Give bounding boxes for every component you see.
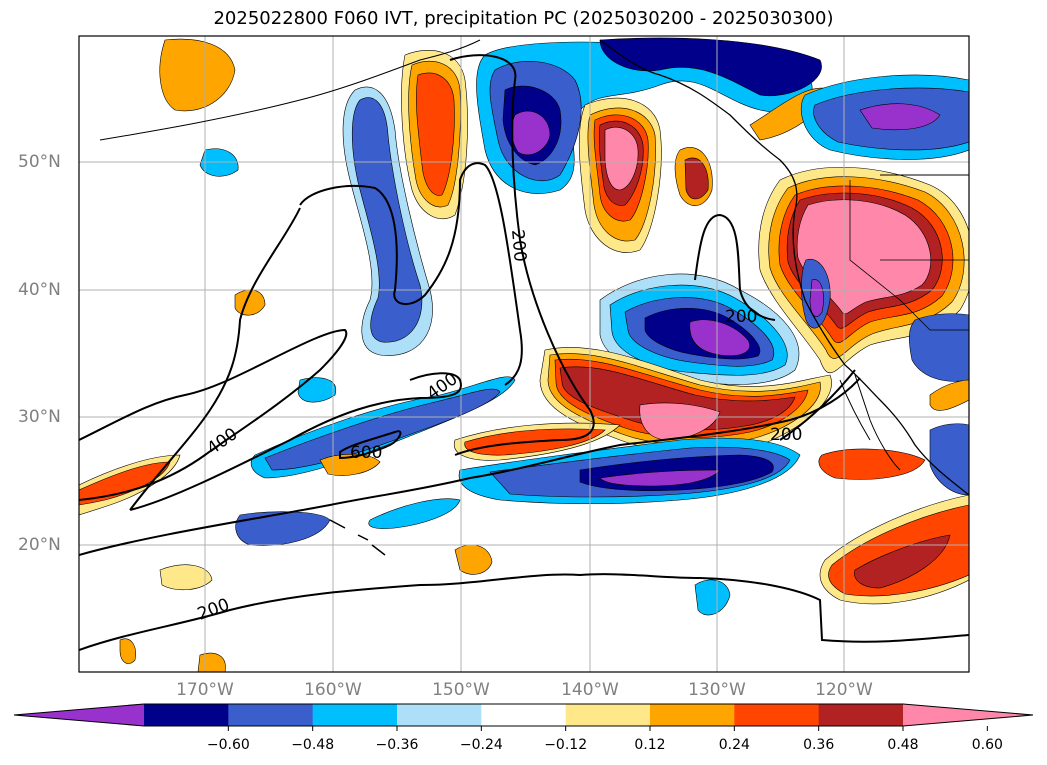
colorbar-tick-label: 0.48: [887, 737, 919, 753]
precip-shading: [79, 37, 969, 672]
colorbar-tick-label: 0.24: [718, 737, 750, 753]
colorbar-extend-low: [14, 704, 144, 726]
colorbar-segment: [565, 704, 651, 726]
lat-label: 40°N: [18, 280, 61, 300]
coastline-hawaii: [329, 519, 386, 556]
ivt-contour-400: [129, 207, 462, 511]
contour-label: 200: [725, 307, 757, 327]
colorbar-tick-label: −0.60: [206, 737, 250, 753]
contour-label: 200: [507, 229, 530, 263]
colorbar-tick-label: −0.24: [459, 737, 503, 753]
lon-label: 170°W: [176, 680, 234, 700]
lon-label: 120°W: [815, 680, 873, 700]
graticule: [79, 36, 969, 672]
lat-label: 20°N: [18, 535, 61, 555]
ivt-contours: [79, 54, 969, 651]
contour-label: 600: [350, 443, 382, 463]
colorbar-tick-label: −0.12: [544, 737, 588, 753]
ivt-contour-200-outer: [79, 377, 969, 651]
colorbar-segment: [734, 704, 820, 726]
lon-label: 150°W: [432, 680, 490, 700]
colorbar-extend-high: [903, 704, 1033, 726]
coastline-aleutians: [99, 39, 481, 141]
colorbar-tick-label: −0.48: [291, 737, 335, 753]
ivt-contour-200-inner: [449, 54, 595, 456]
colorbar-tick-label: −0.36: [375, 737, 419, 753]
lat-label: 50°N: [18, 152, 61, 172]
colorbar-segment: [481, 704, 567, 726]
lon-label: 140°W: [561, 680, 619, 700]
lon-label: 160°W: [304, 680, 362, 700]
colorbar-tick-label: 0.36: [803, 737, 835, 753]
colorbar-outline: [13, 703, 1034, 727]
colorbar-tick-label: 0.12: [634, 737, 666, 753]
colorbar-segment: [818, 704, 904, 726]
map-frame: [78, 35, 970, 673]
colorbar-segment: [144, 704, 229, 726]
colorbar-segment: [397, 704, 482, 726]
colorbar-tick-label: 0.60: [971, 737, 1003, 753]
contour-label: 200: [770, 425, 802, 445]
map-title: 2025022800 F060 IVT, precipitation PC (2…: [213, 8, 834, 29]
map-panel: 200 200 200 200 400 400 600: [78, 35, 970, 673]
lat-label: 30°N: [18, 407, 61, 427]
colorbar-segment: [228, 704, 314, 726]
coastline-north-america: [599, 39, 969, 496]
colorbar-segment: [650, 704, 735, 726]
lon-label: 130°W: [688, 680, 746, 700]
ivt-contour-600: [339, 430, 402, 460]
colorbar-segment: [312, 704, 398, 726]
colorbar: [13, 703, 1034, 731]
coastlines: [99, 39, 969, 556]
